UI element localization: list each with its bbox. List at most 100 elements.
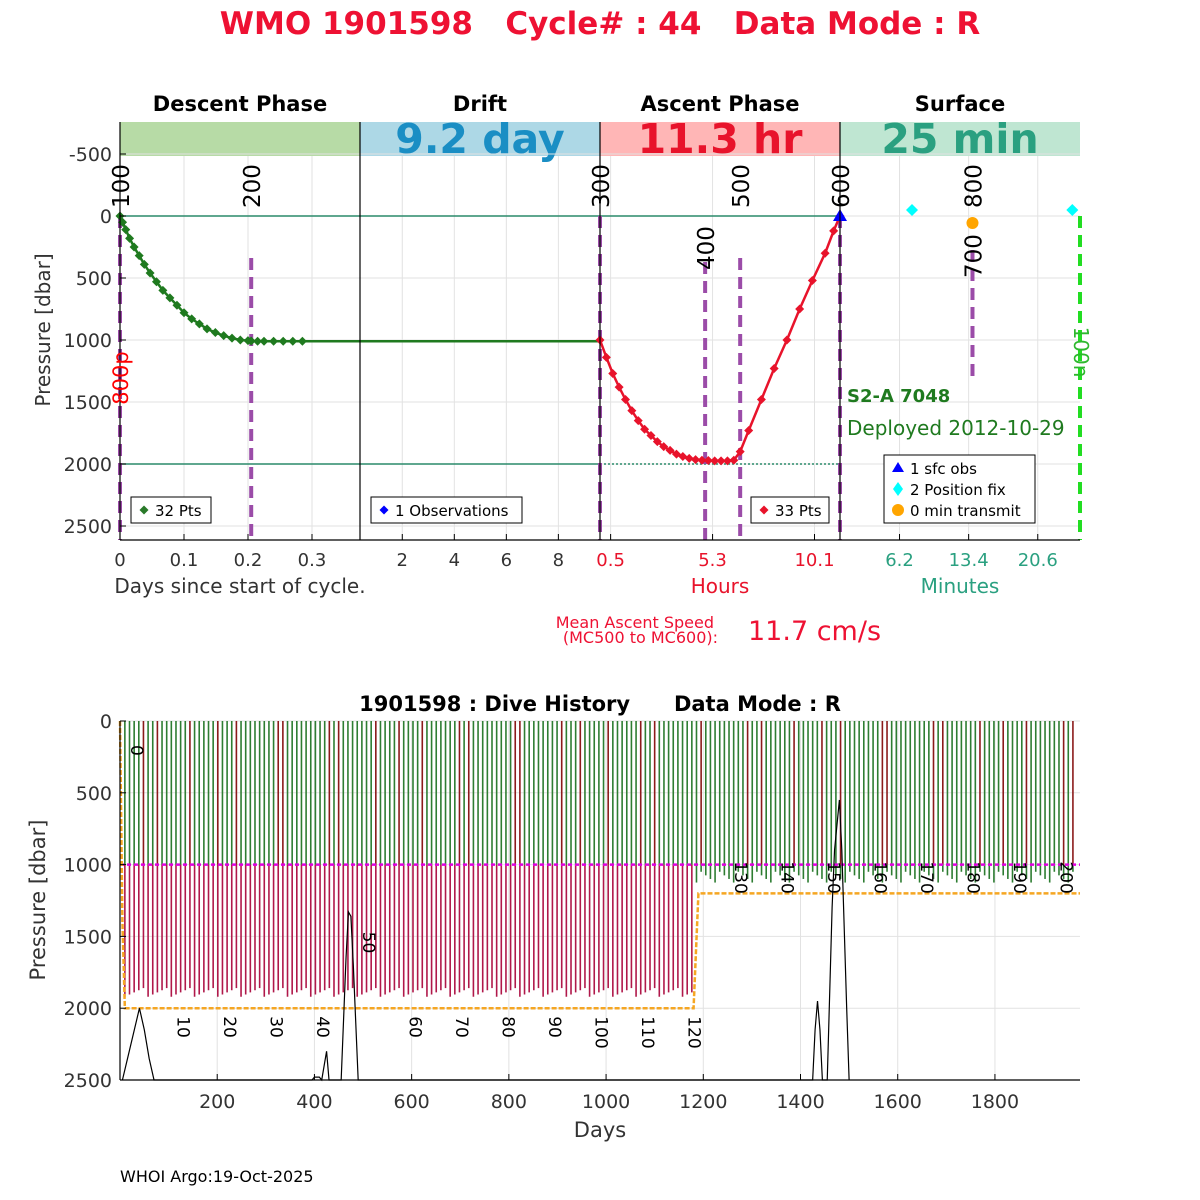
top-x-tick-label-2: 0.5 [596,550,625,571]
event-label-100: 100 [109,164,135,208]
descent-point [179,308,189,318]
phase-legends: 32 Pts 1 Observations 33 Pts [130,496,830,524]
history-y-tick-label: 1500 [64,926,112,948]
event-label-600: 600 [829,164,855,208]
cycle-label-190: 190 [1009,861,1029,893]
event-label-200: 200 [240,164,266,208]
event-label-700: 700 [961,234,987,278]
cycle-label-120: 120 [684,1016,704,1048]
history-cycle-labels: 0 10 20 30 40 50 60 70 80 90 100 110 120 130 140 150 160… [126,745,1075,1049]
legend-sfc-obs: 1 sfc obs [910,460,977,478]
phase-duration-2: 11.3 hr [638,115,804,163]
mean-ascent-label-2: (MC500 to MC600): [563,628,718,647]
phase-legend-text-2: 33 Pts [775,502,822,520]
history-dive-sticks [124,721,1074,997]
ascent-point [608,368,618,378]
transmit-marker [892,504,904,516]
phase-title-0: Descent Phase [153,92,327,116]
ascent-point [665,445,675,455]
top-x-tick-label-2: 5.3 [698,550,727,571]
ascent-point [756,395,766,405]
ascent-point [601,352,611,362]
top-x-tick-label-3: 20.6 [1018,550,1058,571]
descent-point [259,336,269,346]
ascent-point [678,452,688,462]
position-fix-marker [893,482,903,496]
cycle-label-60: 60 [405,1016,425,1038]
ascent-point [820,248,830,258]
event-label-800: 800 [961,164,987,208]
phase-band-2 [600,122,840,156]
ascent-point [829,226,839,236]
cycle-label-90: 90 [544,1016,564,1038]
ascent-point [633,416,643,426]
descent-point [165,293,175,303]
ascent-point [684,453,694,463]
descent-point [187,314,197,324]
history-title: 1901598 : Dive History Data Mode : R [359,692,841,716]
history-x-axis-label: Days [574,1118,626,1142]
top-y-tick-label: 1500 [64,392,112,414]
top-y-tick-label: 500 [76,268,112,290]
history-x-tick-label: 600 [394,1091,430,1113]
float-id-label: S2-A 7048 [847,386,950,407]
history-y-axis-label: Pressure [dbar] [26,820,50,981]
cycle-label-110: 110 [637,1016,657,1048]
descent-point [227,333,237,343]
history-y-tick-label: 1000 [64,855,112,877]
top-x-tick-label-0: 0 [114,550,125,571]
ascent-point [729,455,739,465]
legend-transmit: 0 min transmit [910,502,1021,520]
ascent-point [710,456,720,466]
top-x-tick-label-0: 0.2 [234,550,263,571]
descent-point [219,331,229,341]
cycle-label-70: 70 [451,1016,471,1038]
ascent-point [640,424,650,434]
bathymetry-line [121,799,850,1082]
top-x-tick-label-1: 6 [501,550,512,571]
top-y-axis-label: Pressure [dbar] [31,253,55,406]
cycle-label-30: 30 [265,1016,285,1038]
top-x-tick-label-2: 10.1 [794,550,834,571]
cycle-label-130: 130 [730,861,750,893]
descent-point [278,336,288,346]
phase-duration-1: 9.2 day [395,115,564,163]
position-fix-point [1066,204,1079,216]
phase-title-2: Ascent Phase [641,92,800,116]
cycle-label-200: 200 [1055,861,1075,893]
descent-point [288,336,298,346]
history-frame [119,721,1080,1081]
top-y-tick-label: 2000 [64,454,112,476]
transmit-point [966,217,979,229]
ascent-point [614,382,624,392]
descent-point [202,324,212,334]
cycle-label-170: 170 [916,861,936,893]
top-x-tick-label-1: 4 [449,550,460,571]
cycle-label-180: 180 [962,861,982,893]
phase-legend-text-1: 1 Observations [395,502,509,520]
descent-point [129,242,139,252]
cycle-label-150: 150 [823,861,843,893]
top-x-tick-label-1: 8 [553,550,564,571]
ascent-point [691,455,701,465]
descent-point [172,300,182,310]
history-x-tick-label: 800 [491,1091,527,1113]
cycle-label-100: 100 [591,1016,611,1048]
ascent-point [697,455,707,465]
phase-legend-box-1 [370,496,523,524]
ascent-point [627,406,637,416]
position-fix-point [906,204,918,216]
sfc-obs-marker [892,462,904,472]
ascent-point [659,442,669,452]
phase-legend-marker-0 [139,505,149,515]
ascent-point [646,430,656,440]
descent-point [210,328,220,338]
descent-point [134,251,144,261]
ascent-point [652,437,662,447]
top-x-tick-label-0: 0.3 [298,550,327,571]
cycle-label-140: 140 [776,861,796,893]
mean-ascent-label-1: Mean Ascent Speed [556,613,714,632]
ascent-point [722,456,732,466]
phase-duration-3: 25 min [881,115,1038,163]
